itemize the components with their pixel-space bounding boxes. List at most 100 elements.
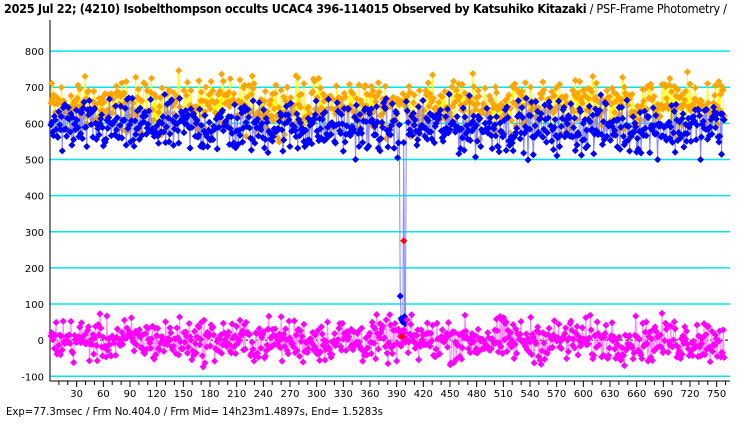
residual-point [386,311,394,319]
title-main: 2025 Jul 22; (4210) Isobelthompson occul… [4,2,587,16]
comparison-point [317,84,325,92]
x-tick-label: 690 [654,389,673,400]
target-point [630,128,638,136]
target-point [352,155,360,164]
comparison-point [67,92,75,100]
residual-point [70,359,78,367]
comparison-point [297,90,305,98]
target-point [78,135,86,143]
residual-point [706,358,714,366]
residual-point [328,350,336,358]
comparison-point [410,91,418,99]
residual-point [236,316,244,324]
residual-point [497,343,505,351]
target-point [612,131,620,139]
target-point [472,121,480,129]
comparison-point [381,82,389,90]
residual-point [585,334,593,342]
target-point [699,117,707,125]
residual-point [561,330,569,338]
comparison-point [269,116,277,125]
target-point [527,112,535,120]
residual-point [126,328,134,336]
residual-point [152,351,160,359]
comparison-point [274,103,283,112]
target-point [365,142,373,150]
target-point [217,113,225,121]
target-point [519,114,527,122]
comparison-point [683,68,691,76]
target-point [471,153,480,161]
target-point [453,113,461,121]
target-point [695,106,703,114]
target-point [68,141,76,149]
residual-point [436,350,444,358]
target-point [668,138,677,146]
residual-point [443,343,452,351]
target-point [641,124,649,132]
target-point [245,113,253,121]
target-point [83,143,91,151]
residual-point [331,330,339,338]
target-point [670,107,678,115]
residual-point [382,316,390,324]
x-tick-label: 210 [227,389,246,400]
target-point [520,149,528,157]
target-point [551,115,559,124]
target-point [74,124,82,132]
target-point [649,104,657,112]
target-point [112,102,120,110]
target-point [549,146,557,154]
residual-point [141,350,149,358]
comparison-point [527,83,535,91]
comparison-point [84,87,93,95]
comparison-point [197,88,206,96]
x-tick-label: 360 [360,389,379,400]
residual-point [107,352,115,360]
residual-point [613,341,621,349]
residual-point [160,347,168,355]
target-point [567,100,575,108]
comparison-point [374,79,382,87]
exposure-info: Exp=77.3msec / Frm No.404.0 / Frm Mid= 1… [6,405,383,418]
frame-mid-point [398,333,406,341]
target-point [413,141,421,149]
residual-point [511,340,519,348]
residual-point [474,325,482,333]
comparison-point [226,75,234,83]
residual-point [85,357,93,365]
target-point [550,123,558,131]
residual-point [415,356,423,364]
residual-point [370,339,378,347]
frame-mid-point [400,237,408,245]
target-point [367,105,375,113]
comparison-point [212,98,220,106]
target-point [244,105,252,113]
target-point [602,100,610,108]
residual-point [620,362,628,370]
comparison-point [704,80,712,88]
comparison-point [505,91,513,99]
residual-point [374,345,382,353]
y-tick-label: 100 [25,300,44,311]
comparison-point [113,82,121,90]
comparison-point [618,96,626,104]
target-point [696,112,704,120]
target-point [327,130,335,139]
target-point [209,136,217,144]
residual-point [605,344,614,352]
target-point [285,116,293,124]
target-point [537,110,545,118]
residual-point [563,354,571,363]
residual-point [642,318,650,326]
residual-point [667,322,675,330]
target-point [353,116,361,124]
target-point [188,123,196,132]
target-point [504,114,512,122]
target-point [373,103,381,111]
target-point [239,138,247,146]
target-point [136,104,144,112]
residual-point [510,354,518,362]
target-point [583,126,591,134]
target-point [54,133,62,141]
